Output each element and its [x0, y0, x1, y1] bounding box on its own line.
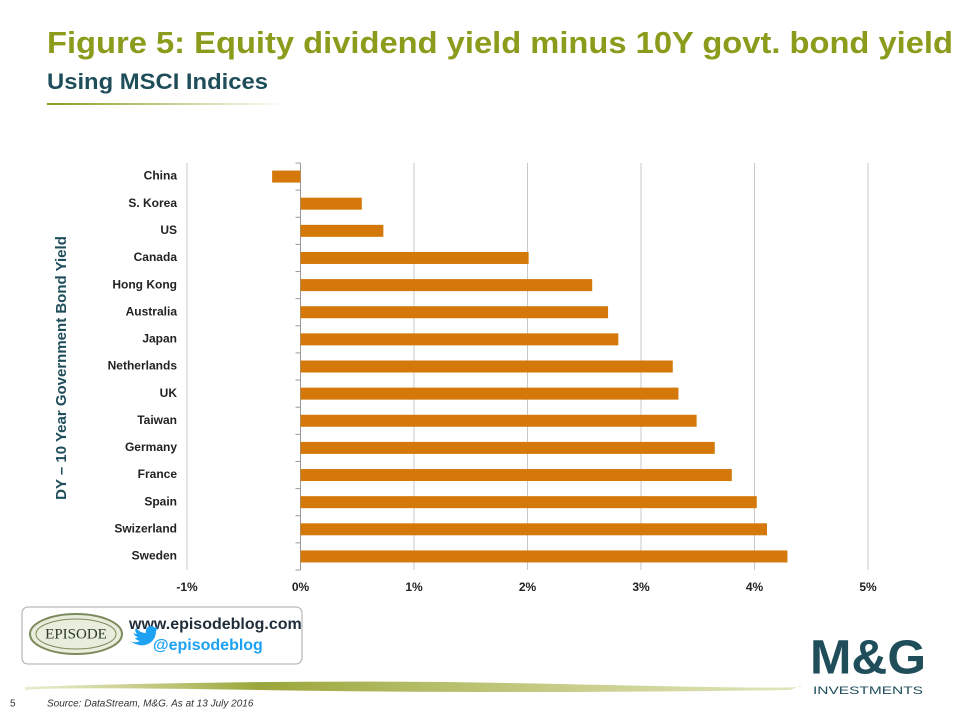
bar [300, 251, 529, 264]
decor-brush [24, 681, 802, 692]
x-tick-label: -1% [176, 580, 198, 594]
y-tick-label: Japan [142, 332, 177, 346]
bar [300, 333, 619, 346]
y-tick-label: Hong Kong [112, 277, 177, 291]
bar [300, 469, 732, 482]
bar [300, 306, 609, 319]
title: Figure 5: Equity dividend yield minus 10… [47, 25, 953, 60]
x-tick-label: 1% [405, 580, 423, 594]
bar [300, 387, 679, 400]
bar [300, 224, 384, 237]
bar [300, 496, 757, 509]
y-tick-label: US [160, 223, 177, 237]
twitter-icon [128, 626, 158, 646]
bar [300, 550, 788, 563]
source: Source: DataStream, M&G. As at 13 July 2… [47, 699, 254, 710]
brand-sub: INVESTMENTS [813, 685, 923, 697]
x-tick-label: 2% [519, 580, 537, 594]
subtitle: Using MSCI Indices [47, 69, 268, 94]
y-axis-label: DY – 10 Year Government Bond Yield [53, 236, 70, 500]
brand-logo: M&G [810, 632, 926, 685]
logo-text: EPISODE [45, 626, 107, 642]
x-tick-label: 0% [292, 580, 310, 594]
bar [300, 360, 673, 373]
y-tick-label: Sweden [132, 549, 177, 563]
episode-logo [29, 613, 123, 655]
x-tick-label: 3% [632, 580, 650, 594]
x-tick-label: 4% [746, 580, 764, 594]
twitter-handle: @episodeblog [153, 637, 263, 654]
bar [300, 414, 697, 427]
y-tick-label: Australia [126, 304, 178, 318]
y-tick-label: Canada [134, 250, 178, 264]
bar [300, 197, 362, 210]
y-tick-label: UK [160, 386, 178, 400]
y-tick-label: Taiwan [137, 413, 177, 427]
bar [300, 523, 767, 536]
y-tick-label: Netherlands [108, 359, 178, 373]
y-tick-label: France [138, 467, 178, 481]
page-number: 5 [10, 699, 16, 710]
underline [47, 103, 287, 105]
y-tick-label: Germany [125, 440, 177, 454]
plot: -1% 0% 1% 2% 3% 4% 5% China S. Korea US Canada Hong… [108, 162, 877, 594]
website: www.episodeblog.com [128, 616, 302, 633]
bar [300, 279, 593, 292]
y-tick-label: Swizerland [114, 521, 177, 535]
y-tick-label: Spain [144, 494, 177, 508]
episode-logo-ring [35, 618, 117, 650]
y-tick-label: China [144, 169, 178, 183]
y-tick-label: S. Korea [128, 196, 177, 210]
bar [272, 170, 301, 183]
x-tick-label: 5% [859, 580, 877, 594]
bar [300, 441, 715, 454]
